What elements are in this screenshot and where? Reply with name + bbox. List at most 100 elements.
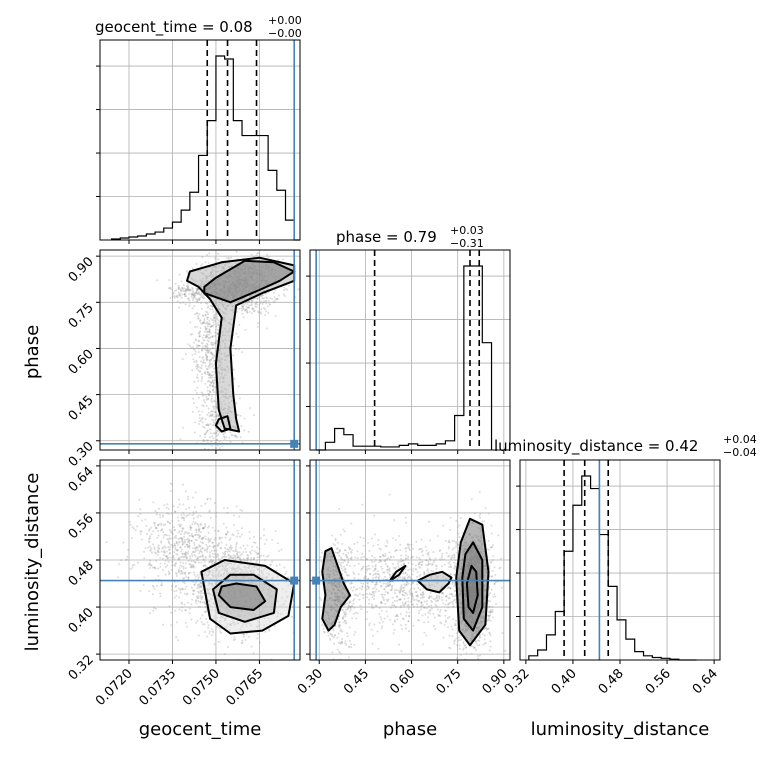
panel-geocent-time-vs-phase-point [209, 410, 212, 413]
panel-geocent-time-vs-phase-point [198, 420, 201, 423]
panel-geocent-time-vs-luminosity-distance-point [206, 545, 209, 548]
panel-geocent-time-vs-phase-point [188, 288, 191, 291]
panel-geocent-time-vs-luminosity-distance-point [187, 576, 190, 579]
panel-geocent-time-vs-luminosity-distance-point [133, 563, 136, 566]
panel-geocent-time-vs-phase-point [209, 423, 212, 425]
panel-geocent-time-vs-phase-point [192, 293, 195, 296]
panel-geocent-time-vs-luminosity-distance-point [206, 635, 209, 638]
panel-geocent-time-vs-phase-point [195, 292, 198, 295]
panel-geocent-time-vs-phase-point [205, 352, 207, 355]
panel-geocent-time-vs-phase-point [211, 380, 214, 383]
panel-phase-vs-luminosity-distance-point [459, 639, 462, 642]
panel-geocent-time-vs-luminosity-distance-point [225, 543, 228, 546]
panel-geocent-time-vs-luminosity-distance-point [137, 561, 139, 564]
panel-geocent-time-vs-phase-point [238, 324, 241, 326]
panel-geocent-time-vs-luminosity-distance-point [160, 529, 163, 531]
panel-geocent-time-vs-phase-point [215, 403, 218, 406]
panel-geocent-time-vs-luminosity-distance-point [186, 625, 189, 628]
panel-geocent-time-vs-luminosity-distance-point [185, 556, 188, 559]
panel-geocent-time-vs-luminosity-distance-point [209, 497, 212, 500]
panel-geocent-time-vs-phase-point [184, 353, 187, 356]
panel-phase-vs-luminosity-distance-point [491, 544, 494, 547]
panel-geocent-time-vs-luminosity-distance-point [186, 545, 189, 548]
panel-geocent-time-vs-luminosity-distance-point [196, 619, 199, 622]
panel-geocent-time-vs-luminosity-distance-point [212, 545, 215, 548]
panel-geocent-time-vs-phase-point [197, 317, 200, 320]
panel-geocent-time-vs-phase-point [213, 316, 216, 319]
panel-geocent-time-vs-phase-point [243, 303, 246, 306]
panel-geocent-time-vs-luminosity-distance-point [204, 523, 207, 526]
panel-geocent-time-vs-phase-point [276, 298, 279, 301]
panel-geocent-time-vs-luminosity-distance-point [172, 505, 175, 508]
panel-geocent-time-vs-luminosity-distance-point [183, 552, 186, 555]
panel-geocent-time-vs-luminosity-distance-point [183, 603, 186, 606]
panel-phase-vs-luminosity-distance-point [450, 601, 453, 604]
panel-geocent-time-vs-phase-point [218, 440, 221, 443]
panel-geocent-time-vs-luminosity-distance-point [174, 564, 177, 567]
panel-geocent-time-vs-luminosity-distance-point [188, 539, 191, 542]
panel-geocent-time-vs-luminosity-distance-point [227, 554, 230, 557]
panel-geocent-time-vs-luminosity-distance-point [148, 590, 151, 593]
panel-geocent-time-vs-phase-point [188, 302, 191, 305]
panel-geocent-time-vs-luminosity-distance-point [148, 563, 151, 566]
panel-geocent-time-vs-phase-point [207, 331, 210, 334]
panel-geocent-time-vs-phase-point [183, 295, 186, 298]
panel-geocent-time-vs-luminosity-distance-truth-marker [290, 576, 299, 585]
panel-geocent-time-vs-luminosity-distance-point [181, 553, 184, 555]
panel-geocent-time-vs-phase-point [209, 440, 212, 443]
panel-geocent-time-vs-luminosity-distance-point [242, 633, 245, 636]
panel-geocent-time-vs-luminosity-distance-point [187, 537, 190, 540]
panel-geocent-time-vs-phase-point [256, 322, 259, 325]
panel-geocent-time-vs-luminosity-distance-point [192, 565, 195, 568]
panel-geocent-time-vs-phase-point [208, 360, 211, 362]
panel-phase-vs-luminosity-distance-point [453, 554, 456, 557]
panel-geocent-time-vs-luminosity-distance-point [187, 498, 190, 501]
panel-geocent-time-vs-luminosity-distance-point [164, 573, 167, 576]
panel-geocent-time-vs-phase-point [169, 287, 172, 289]
panel-geocent-time-vs-phase-point [209, 325, 212, 328]
panel-geocent-time-vs-phase-point [204, 347, 207, 349]
panel-geocent-time-vs-phase-point [201, 394, 204, 397]
panel-geocent-time-vs-phase-point [214, 257, 217, 260]
panel-geocent-time-vs-phase-point [188, 299, 191, 302]
panel-phase-vs-luminosity-distance-point [486, 618, 489, 621]
panel-geocent-time-vs-luminosity-distance-point [168, 546, 171, 549]
panel-geocent-time-vs-luminosity-distance-point [213, 550, 216, 553]
panel-geocent-time-vs-phase-point [194, 294, 197, 297]
panel-geocent-time-vs-phase-point [217, 332, 219, 335]
panel-geocent-time-vs-phase-point [195, 361, 198, 363]
panel-geocent-time-vs-luminosity-distance-point [252, 541, 255, 544]
panel-geocent-time-vs-luminosity-distance-point [200, 598, 203, 601]
panel-geocent-time-vs-luminosity-distance-point [194, 547, 196, 550]
panel-geocent-time-vs-luminosity-distance-point [198, 535, 201, 538]
panel-geocent-time-vs-luminosity-distance-point [156, 536, 159, 539]
panel-geocent-time-vs-luminosity-distance-point [174, 548, 177, 551]
hist-phase [306, 249, 511, 454]
panel-geocent-time-vs-luminosity-distance-point [223, 653, 226, 656]
panel-geocent-time-vs-luminosity-distance-point [251, 545, 254, 548]
panel-geocent-time-vs-luminosity-distance-point [226, 550, 229, 553]
panel-geocent-time-vs-phase-point [198, 396, 200, 399]
panel-geocent-time-vs-luminosity-distance-point [199, 515, 202, 518]
panel-geocent-time-vs-phase-point [215, 411, 217, 414]
panel-geocent-time-vs-luminosity-distance-point [139, 508, 142, 511]
panel-phase-vs-luminosity-distance-point [491, 611, 494, 613]
panel-geocent-time-vs-luminosity-distance-point [126, 555, 129, 558]
panel-geocent-time-vs-luminosity-distance-point [154, 607, 157, 610]
panel-geocent-time-vs-luminosity-distance-point [239, 535, 242, 538]
panel-phase-vs-luminosity-distance-point [453, 547, 456, 550]
panel-geocent-time-vs-phase-point [212, 410, 214, 413]
panel-geocent-time-vs-phase-point [236, 436, 239, 439]
panel-geocent-time-vs-phase-point [183, 293, 186, 296]
panel-geocent-time-vs-luminosity-distance-point [163, 562, 166, 565]
panel-geocent-time-vs-luminosity-distance-point [206, 547, 209, 550]
panel-geocent-time-vs-luminosity-distance-point [177, 538, 180, 541]
panel-geocent-time-vs-phase-point [211, 419, 214, 421]
panel-geocent-time-vs-luminosity-distance-point [205, 548, 208, 551]
panel-geocent-time-vs-phase-point [204, 345, 207, 348]
panel-geocent-time-vs-luminosity-distance-point [236, 556, 239, 559]
panel-geocent-time-vs-luminosity-distance-point [199, 590, 202, 593]
panel-geocent-time-vs-phase-point [209, 336, 212, 339]
panel-geocent-time-vs-phase-point [217, 258, 220, 261]
panel-geocent-time-vs-luminosity-distance-point [155, 526, 158, 529]
